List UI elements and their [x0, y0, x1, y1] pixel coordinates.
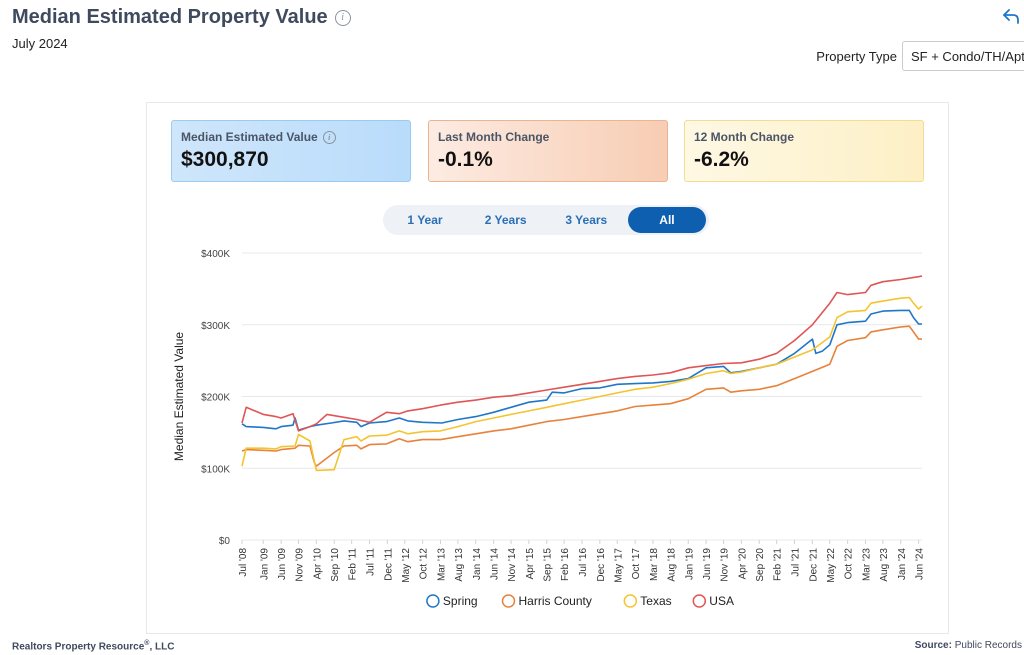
footer-company: Realtors Property Resource®, LLC [12, 640, 175, 653]
x-tick-label: Jul '08 [238, 548, 249, 577]
x-tick-label: Sep '20 [755, 548, 766, 582]
x-tick-label: Oct '22 [844, 548, 855, 580]
y-tick-label: $100K [201, 464, 230, 475]
x-tick-label: Dec '11 [383, 548, 394, 581]
x-tick-label: May '12 [401, 548, 412, 583]
series-line-spring [241, 309, 922, 431]
series-line-texas [241, 296, 923, 472]
range-all-button[interactable]: All [627, 207, 706, 233]
x-tick-label: Aug '23 [879, 548, 890, 582]
x-tick-label: Mar '23 [861, 548, 872, 581]
x-tick-label: May '17 [613, 548, 624, 583]
x-tick-label: Jun '24 [915, 548, 926, 580]
y-tick-label: $0 [219, 536, 231, 547]
y-axis-label: Median Estimated Value [172, 332, 186, 462]
legend-label: Texas [640, 594, 671, 608]
x-tick-label: Jun '09 [277, 548, 288, 580]
x-tick-label: Sep '15 [543, 548, 554, 582]
chart-panel: Median Estimated Value i $300,870 Last M… [146, 102, 949, 634]
legend-label: Harris County [519, 594, 592, 608]
range-1-year-button[interactable]: 1 Year [407, 213, 443, 227]
footer-source: Source: Public Records [914, 640, 1022, 651]
x-tick-label: Aug '13 [454, 548, 465, 582]
legend-label: Spring [443, 594, 478, 608]
x-tick-label: Mar '13 [436, 548, 447, 581]
x-tick-label: Aug '18 [666, 548, 677, 582]
last-month-change-value: -0.1% [438, 148, 493, 171]
twelve-month-change-card: 12 Month Change -6.2% [684, 120, 924, 182]
y-tick-label: $300K [201, 321, 230, 332]
property-type-select[interactable]: SF + Condo/TH/Apt [902, 41, 1024, 71]
median-value-card: Median Estimated Value i $300,870 [171, 120, 411, 182]
x-tick-label: Nov '19 [720, 548, 731, 582]
y-tick-label: $400K [201, 249, 230, 260]
x-tick-label: Jan '24 [897, 548, 908, 580]
x-tick-label: Apr '20 [737, 548, 748, 580]
page-title: Median Estimated Property Value [12, 6, 328, 28]
info-icon[interactable]: i [322, 130, 336, 144]
y-tick-label: $200K [201, 393, 230, 404]
range-2-years-button[interactable]: 2 Years [484, 213, 527, 227]
x-tick-label: Sep '10 [330, 548, 341, 582]
x-tick-label: Oct '17 [631, 548, 642, 580]
range-3-years-button[interactable]: 3 Years [565, 213, 608, 227]
x-tick-label: Dec '21 [808, 548, 819, 582]
twelve-month-change-value: -6.2% [694, 148, 749, 171]
x-tick-label: Jul '16 [578, 548, 589, 577]
median-value-label: Median Estimated Value [181, 130, 318, 144]
x-tick-label: Jan '14 [472, 548, 483, 580]
x-tick-label: Jul '11 [366, 548, 377, 576]
x-tick-label: May '22 [826, 548, 837, 583]
legend-marker [692, 594, 707, 608]
last-month-change-card: Last Month Change -0.1% [428, 120, 668, 182]
x-tick-label: Nov '09 [295, 548, 306, 582]
median-value: $300,870 [181, 148, 269, 171]
legend-label: USA [709, 594, 734, 608]
property-type-control: Property Type SF + Condo/TH/Apt [816, 41, 1024, 71]
twelve-month-change-label: 12 Month Change [694, 130, 795, 144]
title-row: Median Estimated Property Value i [12, 6, 351, 29]
x-tick-label: Feb '21 [773, 548, 784, 581]
x-tick-label: Jan '19 [684, 548, 695, 580]
x-tick-label: Mar '18 [649, 548, 660, 581]
line-chart: $0 $100K $200K $300K $400K Jul '08 Jan '09 Jun … [172, 249, 926, 608]
x-tick-label: Apr '15 [525, 548, 536, 580]
x-tick-label: Feb '11 [348, 548, 359, 581]
x-tick-label: Apr '10 [312, 548, 323, 580]
legend-marker [623, 594, 638, 608]
back-arrow-icon[interactable] [1002, 8, 1020, 24]
x-tick-label: Jun '14 [490, 548, 501, 580]
info-icon[interactable]: i [334, 9, 351, 26]
series-line-usa [241, 275, 923, 432]
last-month-change-label: Last Month Change [438, 130, 550, 144]
x-tick-label: Nov '14 [507, 548, 518, 582]
x-tick-label: Jan '09 [259, 548, 270, 580]
x-tick-label: Jul '21 [791, 548, 802, 577]
x-tick-label: Feb '16 [560, 548, 571, 581]
property-type-label: Property Type [816, 48, 897, 64]
page-subtitle: July 2024 [12, 36, 68, 51]
time-range-selector: 1 Year 2 Years 3 Years All [383, 205, 709, 235]
x-tick-label: Dec '16 [596, 548, 607, 582]
x-tick-label: Oct '12 [419, 548, 430, 580]
legend-marker [501, 594, 516, 608]
legend-marker [426, 594, 440, 608]
x-tick-label: Jun '19 [702, 548, 713, 580]
